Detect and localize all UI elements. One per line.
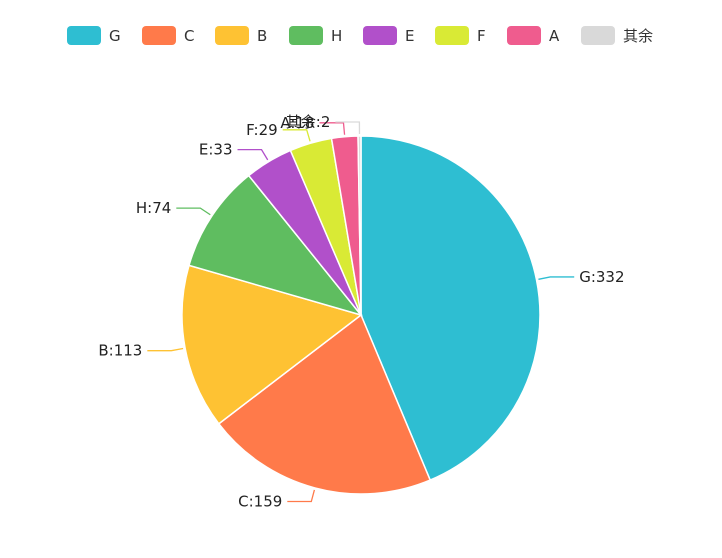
legend-label: C [184,27,194,45]
leader-line-g [538,276,575,280]
pie-slice-h[interactable] [188,174,364,317]
legend-swatch [435,26,469,45]
legend-label: B [257,27,267,45]
pie-label-h: H:74 [136,199,171,217]
leader-line-other-7 [335,121,361,135]
legend-item-e[interactable]: E [363,26,414,45]
pie-slice-b[interactable] [181,264,363,425]
legend-label: G [109,27,121,45]
pie-label-c: C:159 [238,492,282,510]
pie-label-f: F:29 [246,121,278,139]
legend-item-f[interactable]: F [435,26,486,45]
legend-label: H [331,27,342,45]
legend-swatch [363,26,397,45]
pie-slices [181,135,541,495]
legend-swatch [142,26,176,45]
chart-legend[interactable]: G C B H E F A 其余 [67,26,653,45]
legend-item-b[interactable]: B [215,26,267,45]
legend-swatch [507,26,541,45]
legend-item-h[interactable]: H [289,26,342,45]
leader-line-f [282,129,311,142]
legend-swatch [215,26,249,45]
legend-swatch [581,26,615,45]
pie-slice-other-7[interactable] [357,135,362,316]
legend-item-g[interactable]: G [67,26,121,45]
legend-label: E [405,27,414,45]
label-leader-lines [147,121,575,503]
legend-label: F [477,27,486,45]
legend-item-c[interactable]: C [142,26,194,45]
legend-item-a[interactable]: A [507,26,560,45]
leader-line-a [319,122,346,135]
legend-swatch [67,26,101,45]
leader-line-h [176,207,211,216]
legend-swatch [289,26,323,45]
pie-label-g: G:332 [579,268,624,286]
pie-label-other-7: 其余:2 [286,113,331,131]
pie-label-b: B:113 [98,342,142,360]
legend-label: A [549,27,560,45]
leader-line-c [287,489,316,503]
pie-slice-c[interactable] [217,313,432,495]
legend-label: 其余 [623,27,653,45]
leader-line-b [147,347,184,352]
pie-label-a: A:18 [280,114,314,132]
legend-item-other-7[interactable]: 其余 [581,26,653,45]
pie-label-e: E:33 [199,141,233,159]
pie-slice-g[interactable] [360,135,541,482]
leader-line-e [237,148,269,161]
